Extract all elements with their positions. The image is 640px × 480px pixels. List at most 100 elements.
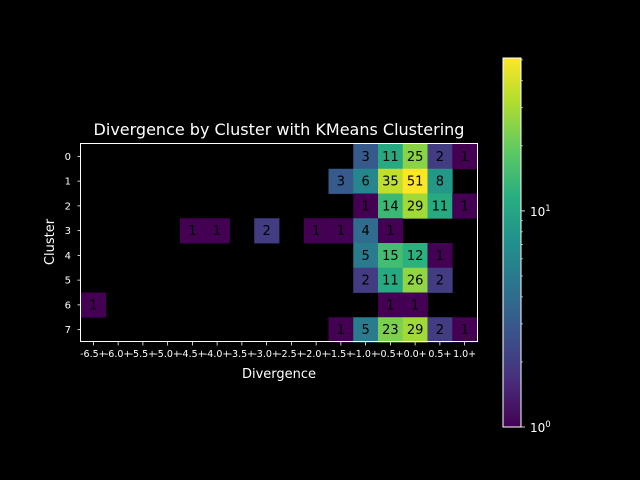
cell-value-label: 1 xyxy=(460,150,468,165)
heatmap-cell xyxy=(254,218,280,244)
heatmap-cell xyxy=(353,168,379,194)
cell-value-label: 35 xyxy=(382,175,399,190)
heatmap-cell xyxy=(353,193,379,219)
cell-value-label: 1 xyxy=(386,298,394,313)
cell-value-label: 2 xyxy=(436,150,444,165)
heatmap-cell xyxy=(427,144,453,170)
y-tick-label: 4 xyxy=(65,251,71,262)
cell-value-label: 1 xyxy=(460,323,468,338)
heatmap-cell xyxy=(378,292,404,318)
heatmap-cell xyxy=(353,243,379,269)
cell-value-label: 14 xyxy=(382,199,399,214)
x-tick-label: 0.5+ xyxy=(428,349,451,360)
heatmap-cell xyxy=(378,243,404,269)
heatmap-cell xyxy=(427,193,453,219)
x-tick-label: -5.0+ xyxy=(154,349,181,360)
y-tick-label: 1 xyxy=(65,177,71,188)
y-axis: 0 1 2 3 4 5 6 7 xyxy=(65,152,81,336)
y-axis-label: Cluster xyxy=(43,218,58,265)
x-tick-label: -4.5+ xyxy=(179,349,206,360)
heatmap-cell xyxy=(378,168,404,194)
cell-value-label: 4 xyxy=(361,224,369,239)
cell-value-label: 5 xyxy=(361,249,369,264)
x-tick-label: -6.5+ xyxy=(80,349,107,360)
heatmap-cell xyxy=(452,144,478,170)
x-tick-label: 0.0+ xyxy=(404,349,427,360)
heatmap-cell xyxy=(378,267,404,293)
cell-value-label: 1 xyxy=(89,298,97,313)
x-tick-label: -2.5+ xyxy=(278,349,305,360)
heatmap-cell xyxy=(353,317,379,343)
colorbar: 100 101 xyxy=(502,57,551,435)
plot-area: 3 11 25 2 13 6 35 51 81 14 29 11 11 1 2 1 1 4 15 15 12 12 11 26… xyxy=(81,144,478,343)
heatmap-cell xyxy=(402,267,428,293)
cell-value-label: 11 xyxy=(382,274,399,289)
heatmap-cell xyxy=(402,144,428,170)
heatmap-cell xyxy=(353,218,379,244)
cell-value-label: 15 xyxy=(382,249,399,264)
cell-value-label: 1 xyxy=(436,249,444,264)
heatmap-cell xyxy=(81,292,107,318)
cell-value-label: 23 xyxy=(382,323,399,338)
cell-value-label: 51 xyxy=(407,175,424,190)
cell-value-label: 6 xyxy=(361,175,369,190)
cell-value-label: 1 xyxy=(411,298,419,313)
heatmap-cell xyxy=(353,267,379,293)
cell-value-label: 12 xyxy=(407,249,424,264)
heatmap-cell xyxy=(452,317,478,343)
cell-value-label: 2 xyxy=(436,274,444,289)
colorbar-gradient xyxy=(502,57,522,428)
cell-value-label: 1 xyxy=(312,224,320,239)
x-tick-label: -0.5+ xyxy=(377,349,404,360)
cell-value-label: 2 xyxy=(262,224,270,239)
colorbar-ticks: 100 101 xyxy=(521,59,551,435)
cell-value-label: 1 xyxy=(337,323,345,338)
heatmap-cell xyxy=(402,317,428,343)
heatmap-cell xyxy=(427,267,453,293)
y-tick-label: 6 xyxy=(65,300,71,311)
cell-value-label: 1 xyxy=(460,199,468,214)
plot-frame xyxy=(80,143,478,342)
x-tick-label: -4.0+ xyxy=(204,349,231,360)
x-axis-label: Divergence xyxy=(242,367,316,382)
cell-value-label: 1 xyxy=(386,224,394,239)
heatmap-cell xyxy=(180,218,206,244)
x-tick-label: -1.5+ xyxy=(328,349,355,360)
x-tick-label: -5.5+ xyxy=(130,349,157,360)
heatmap-cell xyxy=(378,317,404,343)
cell-value-label: 3 xyxy=(361,150,369,165)
heatmap-cell xyxy=(328,317,354,343)
y-tick-label: 2 xyxy=(65,201,71,212)
heatmap-cell xyxy=(378,218,404,244)
cell-value-label: 25 xyxy=(407,150,424,165)
heatmap-cell xyxy=(378,144,404,170)
cell-value-label: 2 xyxy=(361,274,369,289)
cell-value-label: 29 xyxy=(407,323,424,338)
cell-value-label: 3 xyxy=(337,175,345,190)
x-tick-label: -1.0+ xyxy=(352,349,379,360)
x-tick-label: -6.0+ xyxy=(105,349,132,360)
heatmap-cell xyxy=(303,218,329,244)
heatmap-cell xyxy=(328,168,354,194)
heatmap-cell xyxy=(427,168,453,194)
y-tick-label: 3 xyxy=(65,226,71,237)
x-tick-label: 1.0+ xyxy=(453,349,476,360)
heatmap-cell xyxy=(427,317,453,343)
heatmap-cell xyxy=(402,168,428,194)
heatmap-cell xyxy=(378,193,404,219)
heatmap-cell xyxy=(452,193,478,219)
heatmap-cell xyxy=(402,292,428,318)
heatmap-cell xyxy=(427,243,453,269)
cell-value-label: 26 xyxy=(407,274,424,289)
heatmap-cell xyxy=(204,218,230,244)
cell-value-label: 1 xyxy=(188,224,196,239)
chart-title: Divergence by Cluster with KMeans Cluste… xyxy=(94,120,465,139)
cell-value-label: 11 xyxy=(382,150,399,165)
y-tick-label: 7 xyxy=(65,325,71,336)
colorbar-tick-label: 101 xyxy=(530,204,551,219)
x-tick-label: -2.0+ xyxy=(303,349,330,360)
heatmap-cell xyxy=(402,193,428,219)
heatmap-cell xyxy=(328,218,354,244)
x-axis: -6.5+-6.0+-5.5+-5.0+-4.5+-4.0+-3.5+-3.0+… xyxy=(80,342,476,360)
